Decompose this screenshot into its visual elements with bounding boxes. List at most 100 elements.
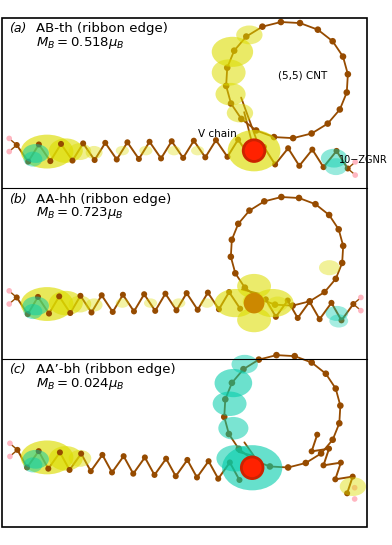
Circle shape — [337, 402, 344, 409]
Ellipse shape — [172, 298, 185, 308]
Circle shape — [222, 396, 229, 403]
Circle shape — [163, 456, 169, 462]
Circle shape — [352, 485, 358, 490]
Circle shape — [58, 141, 64, 147]
Circle shape — [142, 455, 148, 461]
Circle shape — [92, 157, 98, 163]
Circle shape — [340, 53, 346, 60]
Circle shape — [350, 301, 356, 307]
Circle shape — [216, 306, 222, 312]
Ellipse shape — [167, 146, 181, 155]
Circle shape — [317, 316, 323, 322]
Circle shape — [352, 159, 358, 165]
Circle shape — [47, 158, 53, 164]
Circle shape — [295, 315, 301, 321]
Circle shape — [141, 291, 147, 297]
Circle shape — [358, 308, 364, 313]
Ellipse shape — [49, 138, 83, 163]
Ellipse shape — [222, 445, 282, 490]
Circle shape — [273, 352, 280, 359]
Ellipse shape — [69, 295, 91, 312]
Ellipse shape — [213, 391, 247, 416]
Circle shape — [325, 120, 331, 127]
Circle shape — [278, 19, 284, 25]
Circle shape — [352, 172, 358, 178]
Ellipse shape — [21, 440, 73, 474]
Circle shape — [232, 270, 239, 276]
Circle shape — [358, 295, 364, 300]
Circle shape — [169, 138, 175, 144]
Circle shape — [109, 469, 115, 475]
Circle shape — [14, 294, 20, 300]
Circle shape — [255, 295, 262, 302]
Circle shape — [307, 299, 312, 305]
Circle shape — [338, 459, 344, 465]
Circle shape — [224, 64, 230, 71]
Circle shape — [332, 385, 339, 392]
Circle shape — [205, 289, 211, 295]
Circle shape — [339, 259, 345, 266]
Circle shape — [314, 432, 320, 438]
Circle shape — [321, 164, 327, 170]
Circle shape — [205, 458, 212, 464]
Circle shape — [147, 139, 152, 145]
Circle shape — [241, 284, 248, 291]
Circle shape — [229, 237, 235, 243]
Circle shape — [326, 446, 332, 452]
Circle shape — [243, 33, 250, 40]
Circle shape — [329, 437, 336, 443]
Circle shape — [67, 467, 73, 473]
Ellipse shape — [218, 417, 249, 439]
Circle shape — [338, 317, 345, 323]
Circle shape — [309, 130, 315, 137]
Circle shape — [235, 137, 241, 143]
Ellipse shape — [216, 83, 246, 106]
Ellipse shape — [49, 446, 83, 470]
Circle shape — [6, 149, 12, 154]
Circle shape — [345, 71, 351, 77]
Ellipse shape — [24, 457, 42, 473]
Ellipse shape — [23, 296, 49, 316]
Circle shape — [256, 356, 262, 363]
Circle shape — [291, 353, 298, 359]
Ellipse shape — [24, 304, 42, 319]
Circle shape — [334, 148, 339, 154]
Ellipse shape — [200, 298, 214, 308]
Text: $M_B=0.723\mu_B$: $M_B=0.723\mu_B$ — [36, 205, 123, 221]
Circle shape — [195, 307, 201, 313]
Circle shape — [202, 154, 208, 160]
Ellipse shape — [69, 450, 91, 467]
Circle shape — [272, 301, 278, 308]
Circle shape — [221, 414, 227, 420]
Circle shape — [296, 195, 302, 201]
Circle shape — [296, 163, 302, 169]
Circle shape — [350, 474, 356, 480]
Circle shape — [235, 221, 241, 227]
Circle shape — [57, 450, 63, 456]
Circle shape — [289, 302, 296, 309]
Circle shape — [183, 290, 190, 296]
Circle shape — [267, 463, 273, 470]
Ellipse shape — [85, 298, 103, 312]
Circle shape — [124, 140, 131, 146]
Circle shape — [332, 476, 338, 482]
Circle shape — [120, 292, 126, 298]
Circle shape — [261, 144, 267, 150]
Circle shape — [343, 89, 350, 96]
Circle shape — [223, 83, 229, 89]
Circle shape — [345, 166, 351, 172]
Circle shape — [236, 477, 243, 483]
Circle shape — [336, 226, 342, 233]
Circle shape — [136, 156, 142, 162]
Circle shape — [45, 465, 51, 471]
Circle shape — [237, 306, 243, 312]
Ellipse shape — [340, 477, 366, 496]
Circle shape — [309, 359, 315, 366]
Ellipse shape — [325, 158, 347, 175]
Circle shape — [184, 457, 191, 463]
Circle shape — [320, 462, 327, 468]
Circle shape — [225, 431, 232, 437]
Circle shape — [314, 26, 321, 33]
Circle shape — [312, 201, 319, 208]
Circle shape — [102, 140, 108, 146]
